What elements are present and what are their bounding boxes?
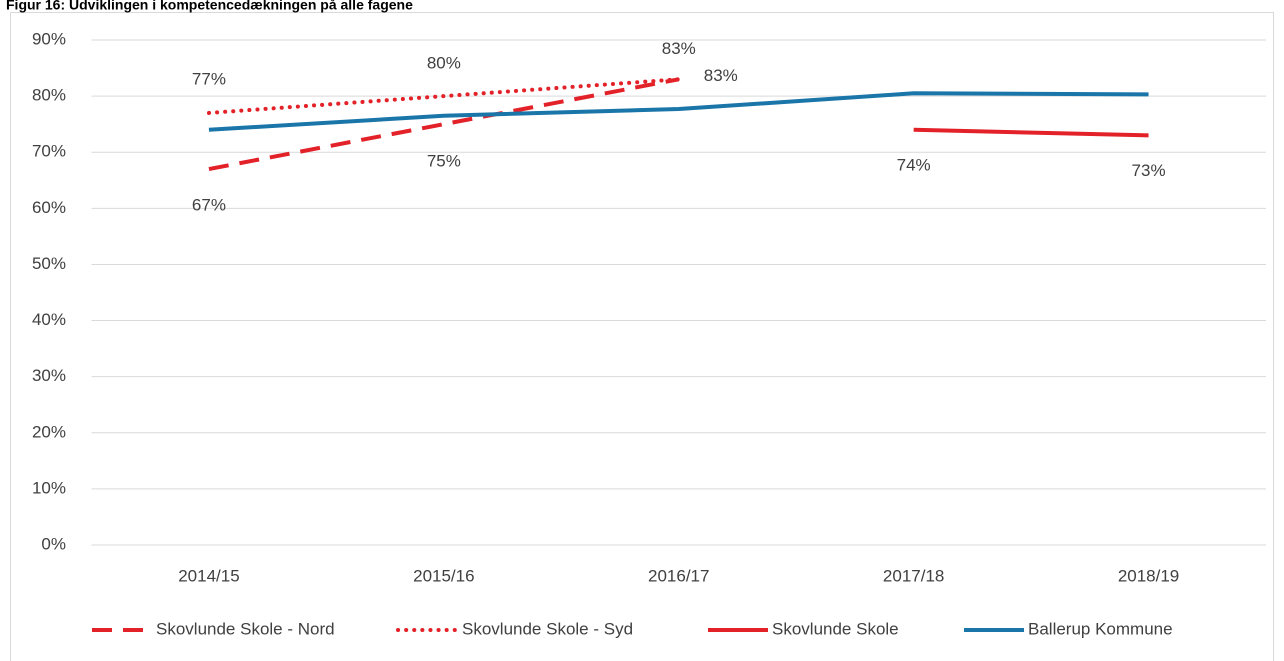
legend-label: Ballerup Kommune (1028, 619, 1173, 638)
data-label: 83% (662, 39, 696, 58)
series-line (206, 77, 681, 115)
y-tick-label: 60% (32, 198, 66, 217)
legend-label: Skovlunde Skole - Nord (156, 619, 335, 638)
y-tick-label: 10% (32, 478, 66, 497)
data-label: 83% (704, 66, 738, 85)
y-tick-label: 50% (32, 254, 66, 273)
y-tick-label: 90% (32, 29, 66, 48)
data-label: 67% (192, 196, 226, 215)
x-tick-label: 2017/18 (883, 566, 944, 585)
legend-label: Skovlunde Skole - Syd (462, 619, 633, 638)
y-tick-label: 40% (32, 310, 66, 329)
data-label: 77% (192, 69, 226, 88)
series-line (208, 91, 1149, 132)
y-tick-label: 20% (32, 422, 66, 441)
data-label: 80% (427, 54, 461, 73)
x-tick-label: 2015/16 (413, 566, 474, 585)
series-line (208, 77, 680, 172)
y-tick-label: 30% (32, 366, 66, 385)
series-line (913, 127, 1149, 138)
data-label: 75% (427, 152, 461, 171)
x-tick-label: 2014/15 (178, 566, 239, 585)
data-label: 73% (1132, 161, 1166, 180)
x-tick-label: 2018/19 (1118, 566, 1179, 585)
chart-frame (10, 12, 1274, 661)
x-tick-label: 2016/17 (648, 566, 709, 585)
chart-title: Figur 16: Udviklingen i kompetencedæknin… (6, 0, 413, 13)
data-label: 74% (897, 155, 931, 174)
legend-label: Skovlunde Skole (772, 619, 899, 638)
y-tick-label: 70% (32, 142, 66, 161)
y-tick-label: 0% (41, 534, 66, 553)
y-tick-label: 80% (32, 86, 66, 105)
